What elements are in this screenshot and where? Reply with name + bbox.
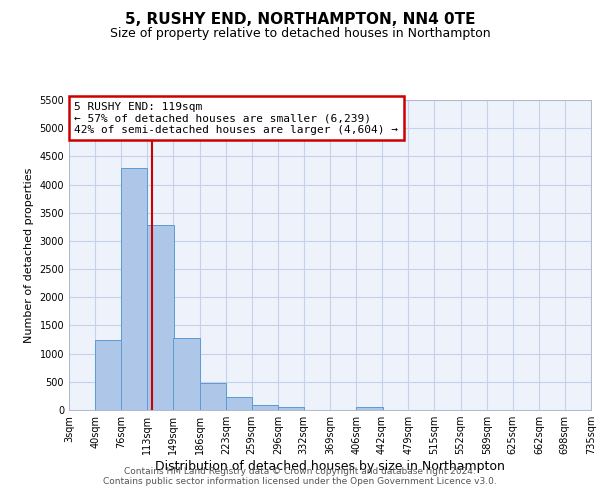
Bar [278, 406, 304, 410]
Bar [356, 406, 383, 410]
Bar [121, 168, 148, 410]
Bar [173, 338, 199, 410]
Bar [251, 405, 278, 410]
Bar [95, 340, 122, 410]
Text: Contains public sector information licensed under the Open Government Licence v3: Contains public sector information licen… [103, 477, 497, 486]
Bar [148, 226, 174, 410]
Text: Size of property relative to detached houses in Northampton: Size of property relative to detached ho… [110, 28, 490, 40]
Y-axis label: Number of detached properties: Number of detached properties [24, 168, 34, 342]
Text: Contains HM Land Registry data © Crown copyright and database right 2024.: Contains HM Land Registry data © Crown c… [124, 467, 476, 476]
Text: 5, RUSHY END, NORTHAMPTON, NN4 0TE: 5, RUSHY END, NORTHAMPTON, NN4 0TE [125, 12, 475, 28]
X-axis label: Distribution of detached houses by size in Northampton: Distribution of detached houses by size … [155, 460, 505, 473]
Text: 5 RUSHY END: 119sqm
← 57% of detached houses are smaller (6,239)
42% of semi-det: 5 RUSHY END: 119sqm ← 57% of detached ho… [74, 102, 398, 134]
Bar [199, 383, 226, 410]
Bar [226, 397, 252, 410]
